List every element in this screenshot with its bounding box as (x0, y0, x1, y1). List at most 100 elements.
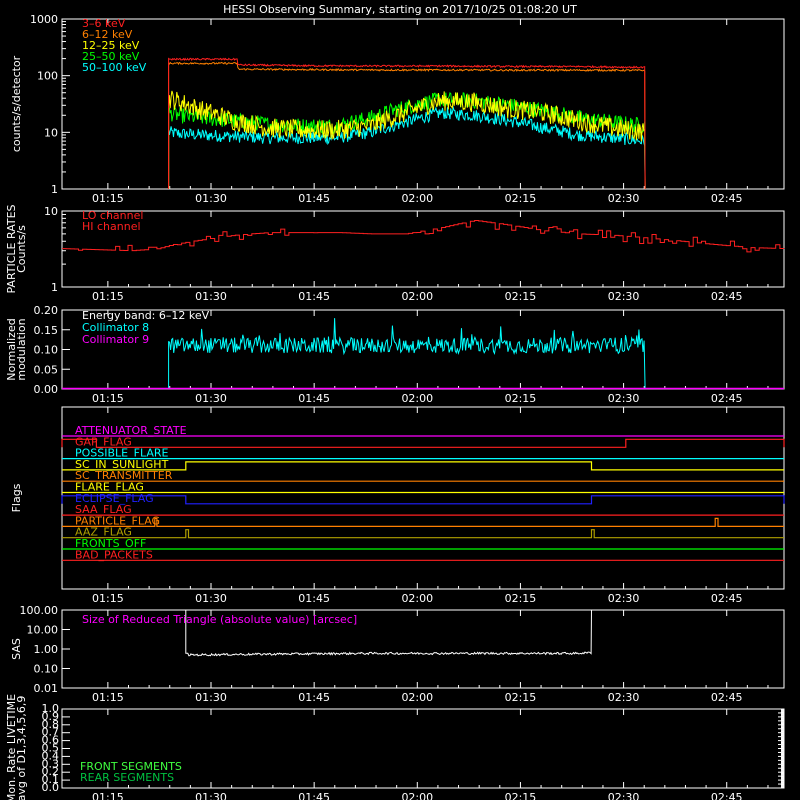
legend-entry: Collimator 8 (82, 321, 149, 334)
x-tick-label: 02:45 (711, 592, 743, 605)
sas-annotation: Size of Reduced Triangle (absolute value… (82, 613, 357, 626)
x-tick-label: 01:15 (92, 592, 124, 605)
legend-entry: Collimator 9 (82, 333, 149, 346)
y-tick-label: 0.2 (42, 765, 60, 778)
x-tick-label: 01:45 (298, 192, 330, 205)
y-axis-label: Flags (10, 483, 23, 512)
panel-modulation: 01:15 01:30 01:45 02:00 02:15 02:30 02:45 Norma… (5, 304, 785, 405)
y-axis-label: modulation (15, 318, 28, 380)
x-tick-label: 02:45 (711, 392, 743, 405)
series-line-2 (168, 90, 646, 190)
flag-label: AAZ_FLAG (75, 526, 132, 539)
legend-entry: REAR SEGMENTS (80, 771, 174, 784)
x-tick-label: 02:00 (401, 192, 433, 205)
panel-frame (61, 210, 785, 288)
flag-line (61, 438, 785, 448)
legend-entry: 25–50 keV (82, 50, 140, 63)
y-tick-label: 0.00 (34, 383, 59, 396)
panel-frame (61, 18, 785, 190)
figure-title: HESSI Observing Summary, starting on 201… (223, 3, 577, 16)
x-tick-label: 02:15 (505, 192, 537, 205)
flag-label: FLARE_FLAG (75, 481, 144, 494)
y-tick-label: 10.00 (27, 624, 59, 637)
flag-label: POSSIBLE_FLARE (75, 447, 169, 460)
legend-entry: 12–25 keV (82, 39, 140, 52)
x-tick-label: 01:15 (92, 791, 124, 800)
x-tick-label: 01:30 (195, 392, 227, 405)
y-tick-label: 10 (44, 205, 58, 218)
x-tick-label: 02:15 (505, 290, 537, 303)
y-tick-label: 0.10 (34, 663, 59, 676)
panels: 01:15 01:30 01:45 02:00 02:15 02:30 02:45 count… (5, 13, 785, 800)
y-tick-label: 0.8 (42, 718, 60, 731)
flag-label: FRONTS_OFF (75, 537, 146, 550)
x-tick-label: 02:15 (505, 592, 537, 605)
y-tick-label: 0.20 (34, 304, 59, 317)
y-tick-label: 1 (51, 281, 58, 294)
y-tick-label: 0.3 (42, 757, 60, 770)
y-tick-label: 1.0 (42, 702, 60, 715)
y-tick-label: 0.01 (34, 682, 59, 695)
y-tick-label: 0.1 (42, 773, 60, 786)
collimator-8-line (168, 318, 646, 390)
y-axis-label: PARTICLE RATES (5, 204, 18, 293)
x-tick-label: 01:15 (92, 192, 124, 205)
y-tick-label: 1000 (30, 13, 58, 26)
y-axis-label: Mon. Rate LIVETIME (5, 694, 18, 800)
x-tick-label: 01:30 (195, 192, 227, 205)
legend-entry: LO channel (82, 209, 143, 222)
x-tick-label: 01:45 (298, 392, 330, 405)
y-tick-label: 10 (44, 126, 58, 139)
y-tick-label: 1.00 (34, 643, 59, 656)
x-tick-label: 01:30 (195, 791, 227, 800)
x-tick-label: 01:15 (92, 392, 124, 405)
y-tick-label: 0.7 (42, 726, 60, 739)
y-tick-label: 100 (37, 70, 58, 83)
flag-label: PARTICLE_FLAG (75, 514, 160, 527)
legend-entry: HI channel (82, 220, 141, 233)
series-line-0 (168, 57, 646, 190)
legend-entry: 3–6 keV (82, 17, 126, 30)
y-tick-label: 100.00 (20, 604, 59, 617)
x-tick-label: 02:00 (401, 592, 433, 605)
x-tick-label: 02:00 (401, 392, 433, 405)
y-tick-label: 0.10 (34, 344, 59, 357)
x-tick-label: 02:00 (401, 691, 433, 704)
x-tick-label: 01:15 (92, 290, 124, 303)
x-tick-label: 02:00 (401, 290, 433, 303)
x-tick-label: 02:15 (505, 392, 537, 405)
flag-label: BAD_PACKETS (75, 548, 153, 561)
x-tick-label: 02:30 (608, 791, 640, 800)
x-tick-label: 02:30 (608, 592, 640, 605)
panel-particle-rates: 01:15 01:30 01:45 02:00 02:15 02:30 02:45 PARTI… (5, 204, 785, 303)
x-tick-label: 02:45 (711, 192, 743, 205)
series-line-1 (168, 61, 646, 190)
x-tick-label: 02:45 (711, 691, 743, 704)
y-axis-label: avg of D1,3,4,5,6,9 (15, 696, 28, 800)
y-tick-label: 1 (51, 183, 58, 196)
x-tick-label: 01:30 (195, 592, 227, 605)
y-axis-label: Counts/s (15, 225, 28, 273)
x-tick-label: 01:30 (195, 290, 227, 303)
flag-line (61, 495, 785, 505)
panel-sas: 01:15 01:30 01:45 02:00 02:15 02:30 02:45 SAS 0.… (10, 604, 785, 704)
y-axis-label: counts/s/detector (10, 55, 23, 152)
x-tick-label: 02:30 (608, 691, 640, 704)
panel-flags: 01:15 01:30 01:45 02:00 02:15 02:30 02:45 Flags… (10, 406, 785, 605)
y-axis-label: SAS (10, 638, 23, 660)
y-tick-label: 0.4 (42, 749, 60, 762)
x-tick-label: 01:30 (195, 691, 227, 704)
y-tick-label: 0.05 (34, 363, 59, 376)
x-tick-label: 01:45 (298, 290, 330, 303)
flag-line (62, 517, 784, 527)
flag-label: SC_TRANSMITTER (75, 469, 173, 482)
sas-line (185, 609, 592, 657)
x-tick-label: 02:45 (711, 290, 743, 303)
panel-count-rates: 01:15 01:30 01:45 02:00 02:15 02:30 02:45 count… (10, 13, 785, 205)
hi-channel-line (62, 220, 785, 253)
flag-label: SC_IN_SUNLIGHT (75, 458, 169, 471)
y-axis-label: Normalized (5, 318, 18, 380)
y-tick-label: 0.6 (42, 734, 60, 747)
flag-line (62, 461, 784, 471)
